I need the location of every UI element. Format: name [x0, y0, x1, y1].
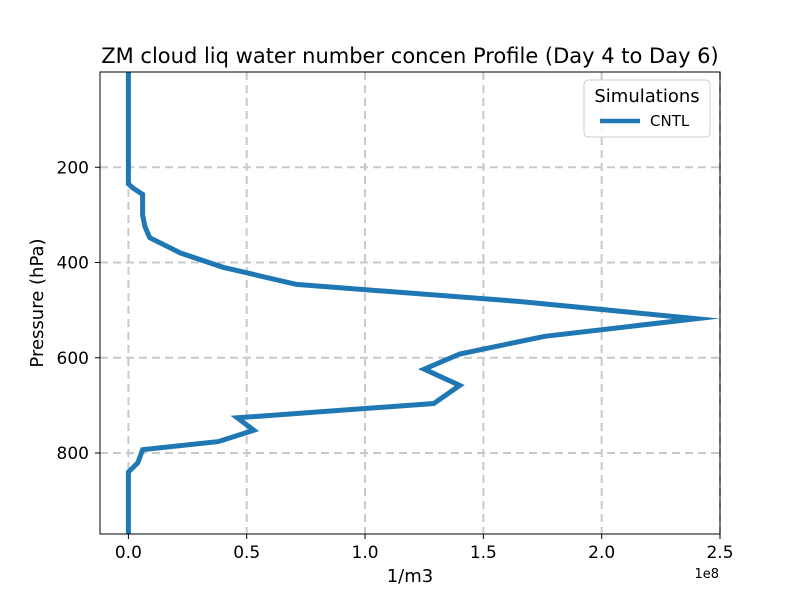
legend-label-cntl: CNTL [650, 112, 690, 130]
legend-title: Simulations [594, 86, 699, 107]
x-tick-label: 2.5 [706, 543, 733, 563]
grid [100, 72, 721, 534]
x-tick-label: 1.5 [470, 543, 497, 563]
x-axis-label: 1/m3 [387, 566, 434, 587]
x-tick-label: 2.0 [588, 543, 615, 563]
series-line-cntl [125, 72, 720, 534]
legend: Simulations CNTL [583, 79, 711, 138]
y-axis-ticks: 200 400 600 800 [57, 158, 100, 464]
y-tick-label: 400 [57, 254, 89, 274]
y-axis-label: Pressure (hPa) [27, 238, 48, 367]
x-tick-label: 0.5 [233, 543, 260, 563]
plot-frame [99, 71, 721, 535]
x-axis-ticks: 0.0 0.5 1.0 1.5 2.0 2.5 [115, 534, 734, 563]
x-axis-offset-label: 1e8 [694, 567, 719, 582]
x-tick-label: 1.0 [352, 543, 379, 563]
y-tick-label: 200 [57, 158, 89, 178]
x-tick-label: 0.0 [115, 543, 142, 563]
chart-title: ZM cloud liq water number concen Profile… [101, 44, 719, 68]
y-tick-label: 800 [57, 444, 89, 464]
plot-area [125, 72, 720, 534]
y-tick-label: 600 [57, 349, 89, 369]
